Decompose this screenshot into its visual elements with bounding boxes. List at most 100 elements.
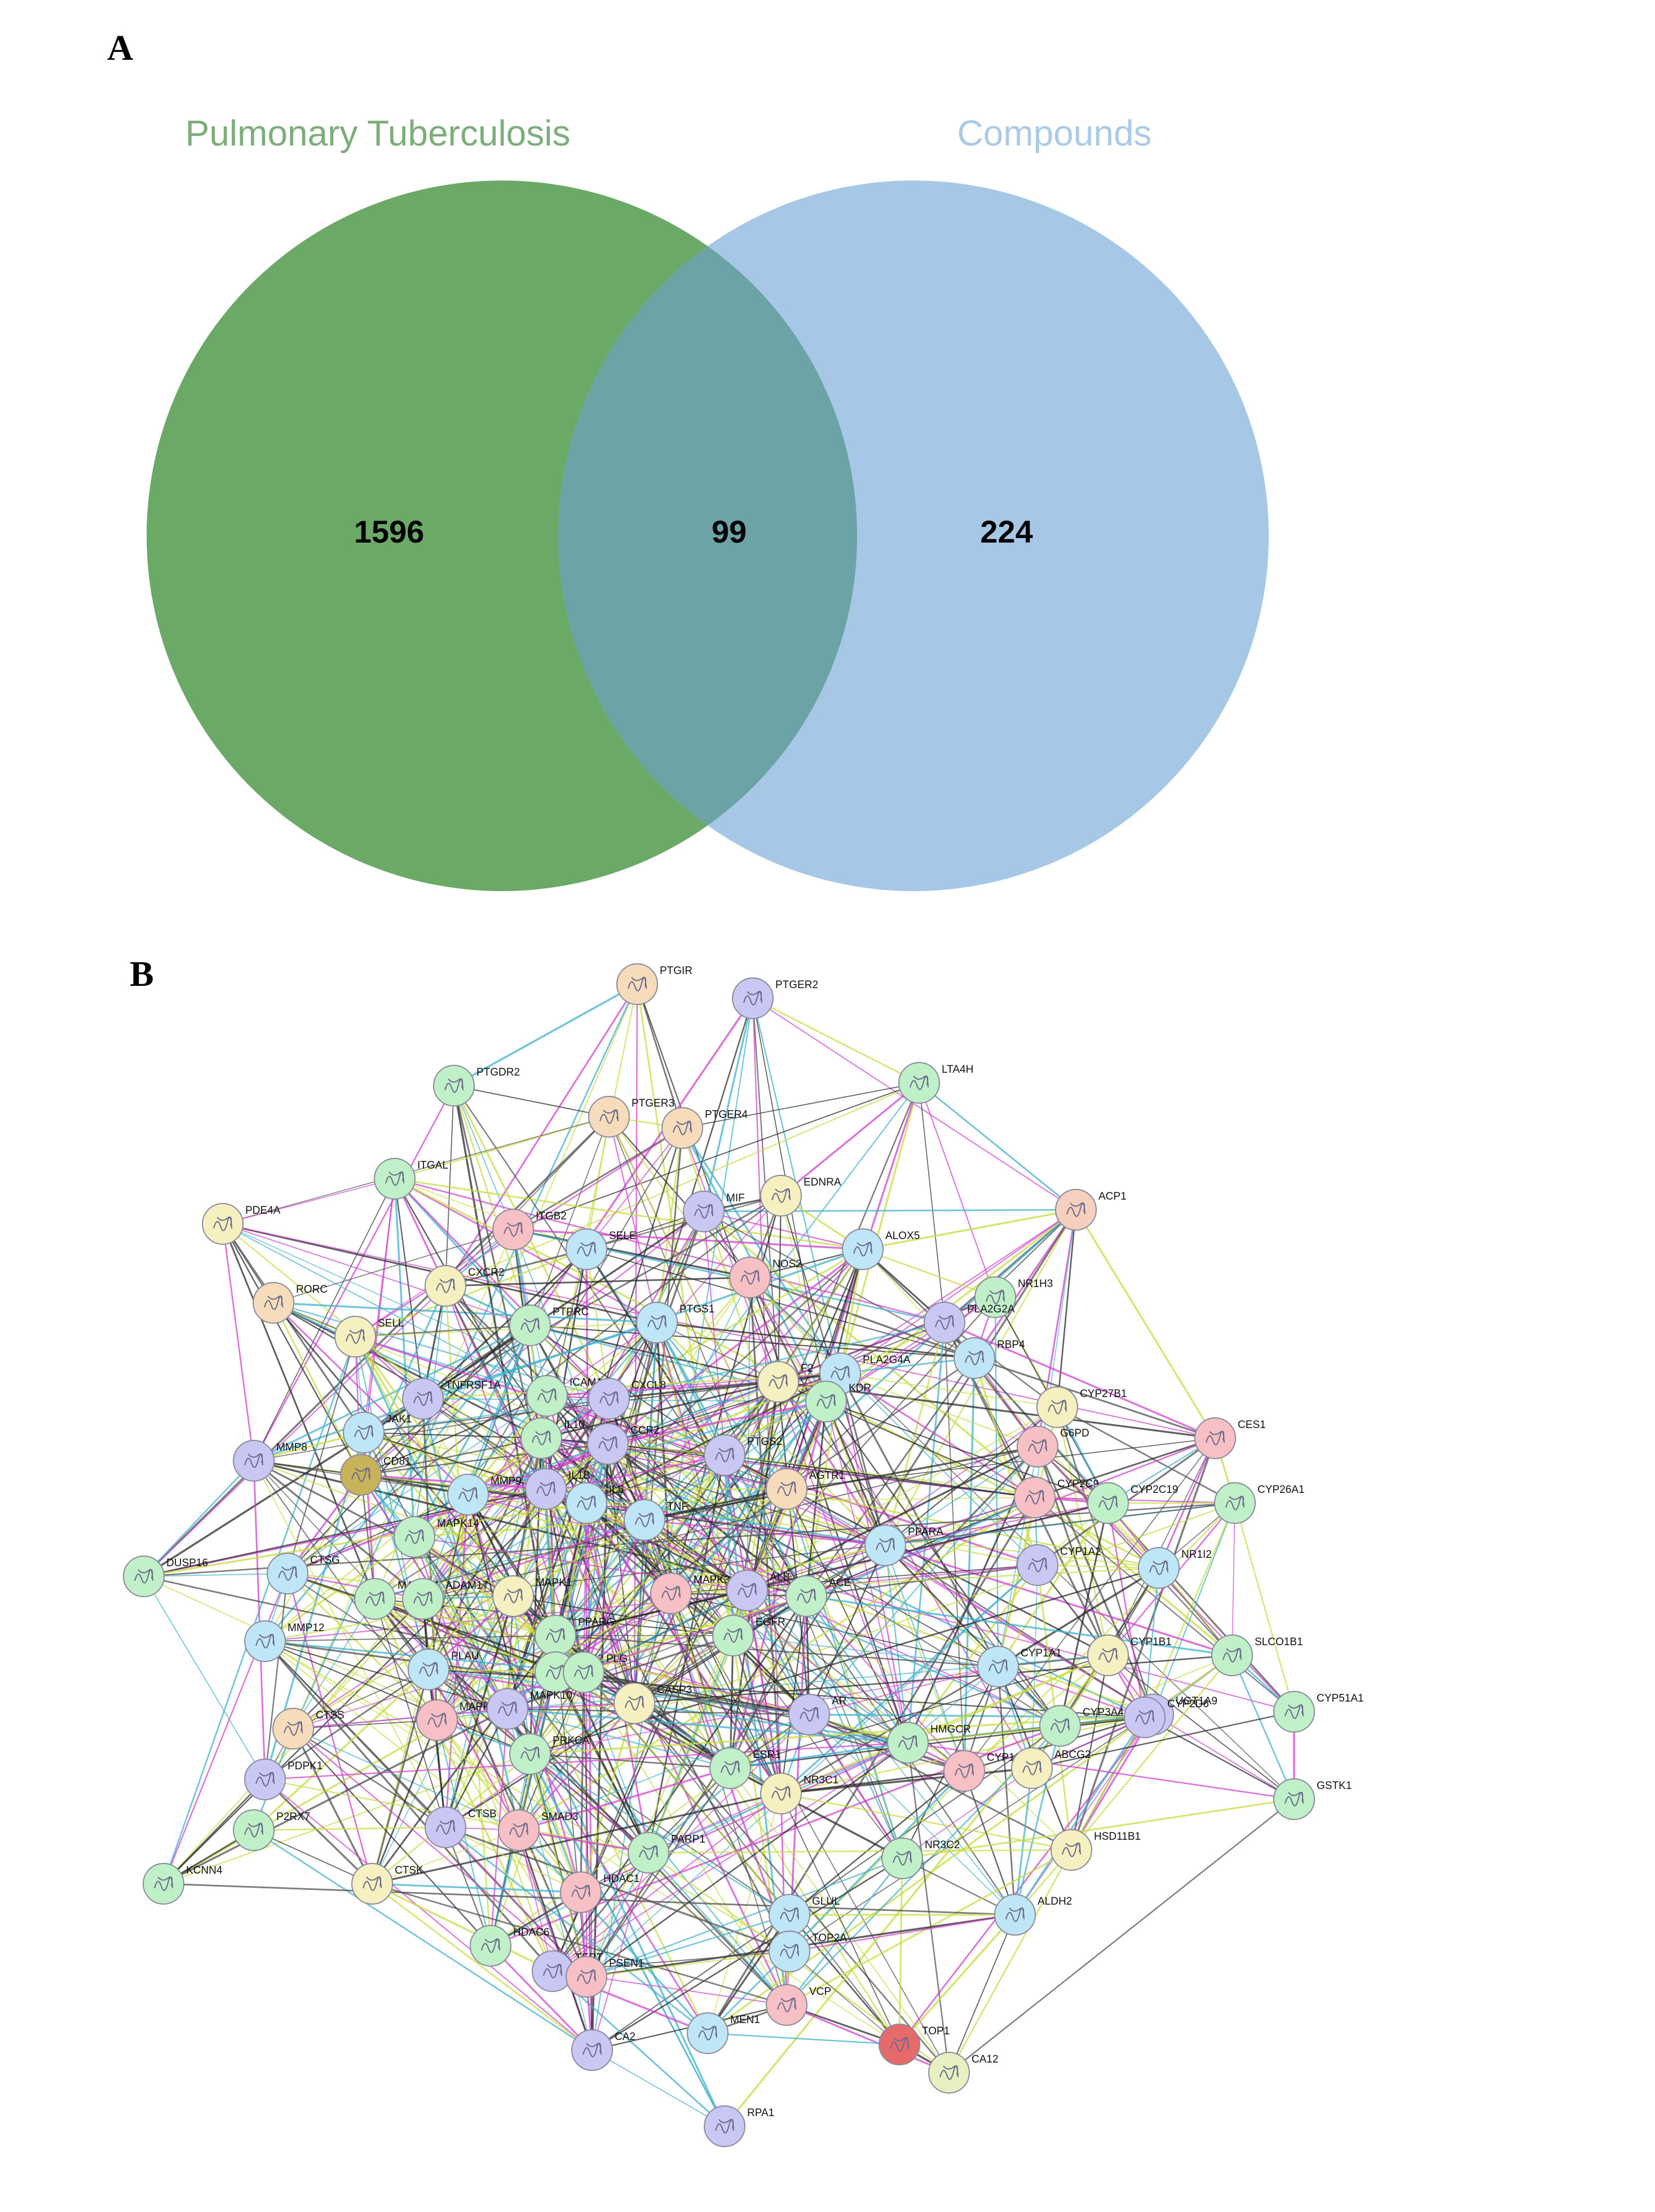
network-node-nr1h3: NR1H3 [974, 1276, 1053, 1318]
network-edge [253, 1460, 438, 1721]
network-edge [670, 1455, 726, 1594]
network-edge [529, 1753, 649, 1853]
network-edge [608, 1116, 827, 1402]
network-edge [445, 1248, 587, 1287]
network-edge [422, 1519, 645, 1600]
protein-structure-icon [898, 1735, 917, 1750]
network-edge [586, 1951, 790, 1977]
network-node-circle [1014, 1477, 1056, 1518]
network-node-ptgir: PTGIR [616, 963, 692, 1005]
network-node-circle [509, 1733, 551, 1775]
network-node-circle [560, 1871, 602, 1913]
network-edge [163, 1708, 508, 1885]
network-node-vcp: VCP [766, 1984, 831, 2026]
network-node-cd81: CD81 [340, 1454, 411, 1496]
network-edge [809, 1713, 1145, 1719]
protein-structure-icon [743, 990, 762, 1006]
network-node-dusp16: DUSP16 [123, 1556, 208, 1597]
network-node-label: CCR2 [630, 1425, 660, 1437]
venn-count-pulmonary-tuberculosis-only: 1596 [354, 514, 425, 549]
network-node-pparg: PPARG [535, 1615, 615, 1656]
network-edge [732, 1635, 782, 1794]
protein-structure-icon [405, 1529, 424, 1544]
network-edge [222, 1223, 365, 1433]
network-node-hdac1: HDAC1 [560, 1871, 639, 1913]
network-edge [634, 1703, 900, 2045]
network-node-circle [340, 1454, 382, 1496]
network-node-rbp4: RBP4 [954, 1337, 1025, 1379]
network-edge [222, 1178, 395, 1224]
network-edge [264, 1635, 556, 1642]
network-edge [839, 1082, 920, 1374]
network-node-circle [492, 1575, 534, 1617]
network-node-label: CA12 [972, 2054, 999, 2065]
network-node-cyp27b1: CYP27B1 [1036, 1386, 1127, 1428]
network-edge [580, 1703, 635, 1893]
network-node-label: ABCG2 [1054, 1749, 1091, 1761]
network-node-circle [757, 1361, 799, 1403]
network-edge [785, 1858, 903, 2006]
network-edge [898, 1858, 903, 2045]
network-edge [732, 1635, 908, 1743]
network-node-circle [687, 2012, 729, 2054]
network-edge [1144, 1502, 1236, 1718]
network-node-circle [343, 1412, 385, 1453]
network-edge [730, 1768, 950, 2073]
network-edge [730, 1767, 903, 1860]
network-edge [585, 1502, 782, 1794]
network-edge [414, 1536, 556, 1636]
network-node-circle [788, 1694, 830, 1735]
network-edge [732, 1635, 999, 1667]
network-node-ptgdr2: PTGDR2 [433, 1065, 520, 1107]
network-node-ces1: CES1 [1194, 1417, 1266, 1459]
network-edge [608, 1398, 787, 1490]
network-node-circle [954, 1337, 995, 1379]
network-edge [788, 1770, 965, 1953]
network-edge [586, 1497, 1035, 1504]
network-edge [607, 1443, 999, 1667]
network-edge [730, 1742, 908, 1769]
network-edge [293, 1669, 429, 1729]
network-edge [253, 1829, 593, 2051]
network-node-label: TOP2A [812, 1932, 847, 1944]
network-node-alb: ALB [726, 1570, 790, 1611]
network-edge [264, 1641, 581, 1893]
network-node-parp1: PARP1 [628, 1832, 705, 1874]
network-edge [546, 1322, 657, 1396]
network-edge [634, 1702, 782, 1795]
protein-structure-icon [543, 1963, 562, 1979]
network-node-circle [123, 1556, 165, 1597]
venn-count-compounds-only: 224 [980, 514, 1032, 549]
network-node-sell: SELL [334, 1316, 404, 1358]
network-edge [749, 1277, 841, 1374]
network-node-ptgs2: PTGS2 [704, 1434, 782, 1476]
network-node-ccr2: CCR2 [587, 1423, 660, 1465]
network-edge [780, 1082, 920, 1197]
network-node-circle [1017, 1544, 1058, 1586]
network-edge [1075, 1209, 1216, 1439]
protein-structure-icon [939, 2065, 959, 2080]
network-edge [583, 1671, 810, 1716]
network-node-cyp2d6: CYP2D6 [1124, 1697, 1209, 1738]
network-node-label: NOS2 [773, 1258, 802, 1270]
protein-structure-icon [639, 1845, 658, 1860]
network-node-label: MAPK10 [530, 1690, 572, 1702]
network-edge [607, 1443, 886, 1546]
network-node-circle [636, 1302, 678, 1343]
network-edge [372, 1883, 593, 2051]
network-edge [1071, 1655, 1233, 1850]
protein-structure-icon [532, 1430, 551, 1446]
network-node-pde4a: PDE4A [202, 1203, 281, 1245]
network-node-circle [1194, 1417, 1236, 1459]
network-edge [902, 1798, 1295, 1860]
network-edge [902, 1857, 1016, 1916]
protein-structure-icon [213, 1216, 232, 1231]
venn-diagram: Pulmonary Tuberculosis Compounds 1596 99… [147, 113, 1269, 891]
network-edge [729, 1596, 807, 1769]
network-node-esr1: ESR1 [709, 1747, 781, 1789]
network-node-circle [712, 1615, 754, 1656]
network-edge [513, 1228, 863, 1250]
network-edge [372, 1883, 581, 1893]
network-edge [583, 1401, 827, 1673]
network-edge [862, 1209, 1076, 1250]
